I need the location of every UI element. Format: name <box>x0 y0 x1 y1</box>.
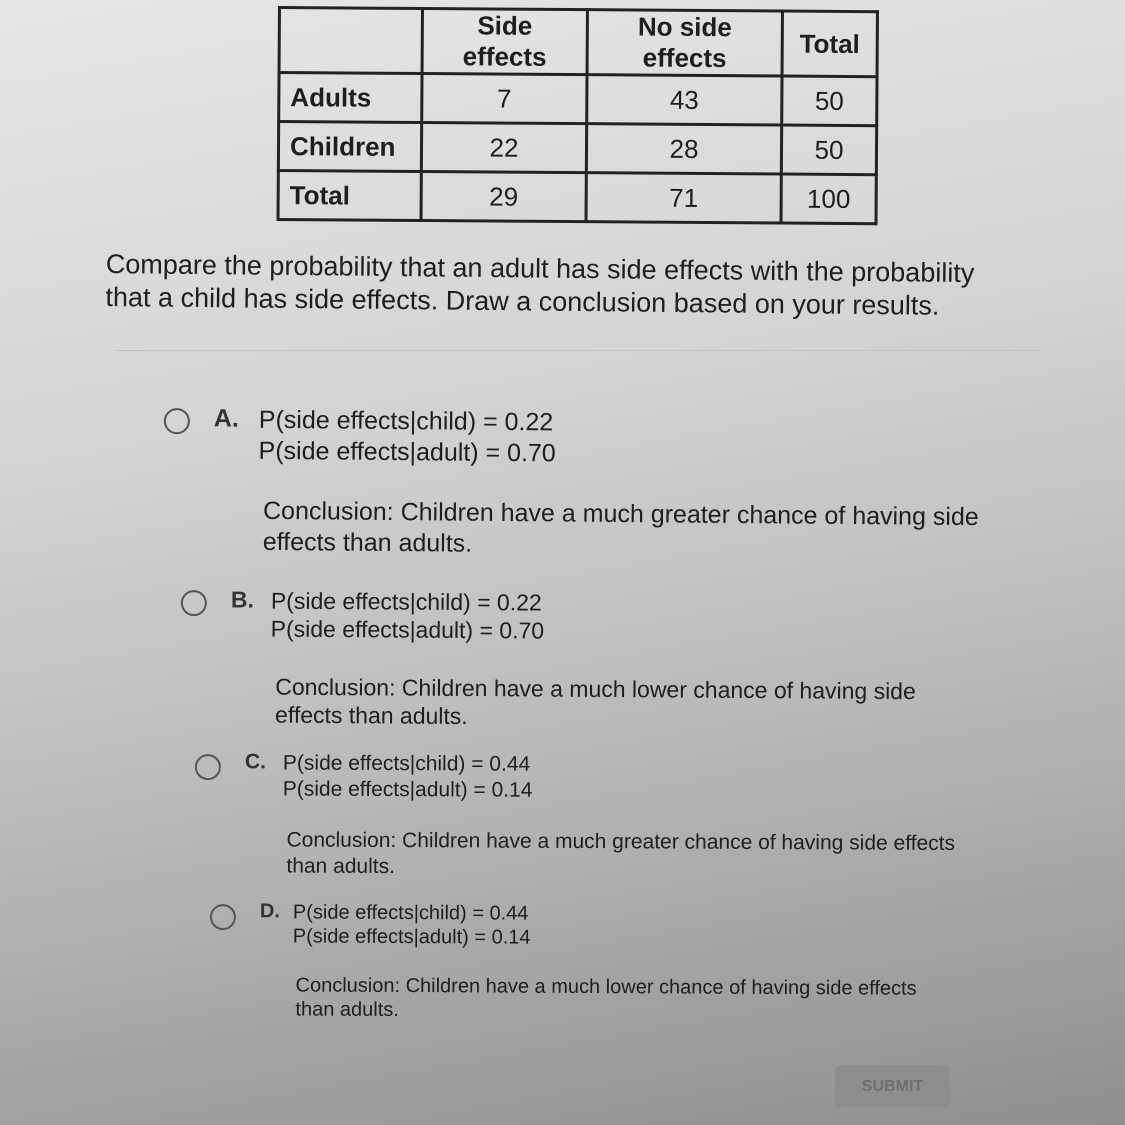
radio-button[interactable] <box>180 589 207 617</box>
option-line: P(side effects|adult) = 0.14 <box>292 925 531 950</box>
table-header: No side effects <box>587 9 783 77</box>
table-header: Total <box>782 11 878 77</box>
table-row: Children 22 28 50 <box>278 121 877 175</box>
table-cell: 22 <box>421 122 587 173</box>
table-cell: 43 <box>586 74 783 126</box>
option-conclusion: Conclusion: Children have a much greater… <box>262 496 979 558</box>
divider <box>115 350 1040 351</box>
option-line: P(side effects|child) = 0.44 <box>292 901 529 925</box>
option-line: P(side effects|child) = 0.44 <box>282 751 531 776</box>
table-header-row: Side effects No side effects Total <box>279 7 878 77</box>
table-cell: 7 <box>421 73 588 124</box>
table-cell: 50 <box>781 125 877 175</box>
option-c[interactable]: C. P(side effects|child) = 0.44 P(side e… <box>194 750 975 878</box>
option-letter: D. <box>259 900 280 923</box>
row-label: Children <box>278 121 422 172</box>
row-label: Total <box>278 170 422 221</box>
row-label: Adults <box>278 72 423 123</box>
radio-button[interactable] <box>163 407 190 435</box>
submit-button[interactable]: SUBMIT <box>835 1065 950 1107</box>
table-cell: 50 <box>781 76 878 126</box>
radio-button[interactable] <box>194 753 221 781</box>
table-cell: 28 <box>586 123 782 175</box>
table-row: Total 29 71 100 <box>278 170 877 224</box>
option-conclusion: Conclusion: Children have a much greater… <box>286 828 956 878</box>
option-conclusion: Conclusion: Children have a much lower c… <box>275 673 916 730</box>
contingency-table: Side effects No side effects Total Adult… <box>276 6 878 225</box>
table-row: Adults 7 43 50 <box>278 72 878 126</box>
table-cell: 100 <box>780 174 877 224</box>
question-text: Compare the probability that an adult ha… <box>105 248 975 321</box>
table-header-corner <box>279 7 423 74</box>
option-letter: B. <box>230 586 254 613</box>
table-header: Side effects <box>422 8 588 75</box>
option-letter: C. <box>244 750 266 774</box>
option-line: P(side effects|adult) = 0.70 <box>258 436 556 467</box>
table-cell: 71 <box>586 172 782 224</box>
option-line: P(side effects|adult) = 0.14 <box>282 777 533 802</box>
option-d[interactable]: D. P(side effects|child) = 0.44 P(side e… <box>209 900 930 1021</box>
table-cell: 29 <box>421 171 587 222</box>
option-a[interactable]: A. P(side effects|child) = 0.22 P(side e… <box>163 404 1024 557</box>
option-conclusion: Conclusion: Children have a much lower c… <box>295 974 917 1022</box>
option-letter: A. <box>213 404 239 433</box>
option-line: P(side effects|adult) = 0.70 <box>270 615 545 644</box>
option-b[interactable]: B. P(side effects|child) = 0.22 P(side e… <box>180 586 981 729</box>
radio-button[interactable] <box>209 903 236 931</box>
